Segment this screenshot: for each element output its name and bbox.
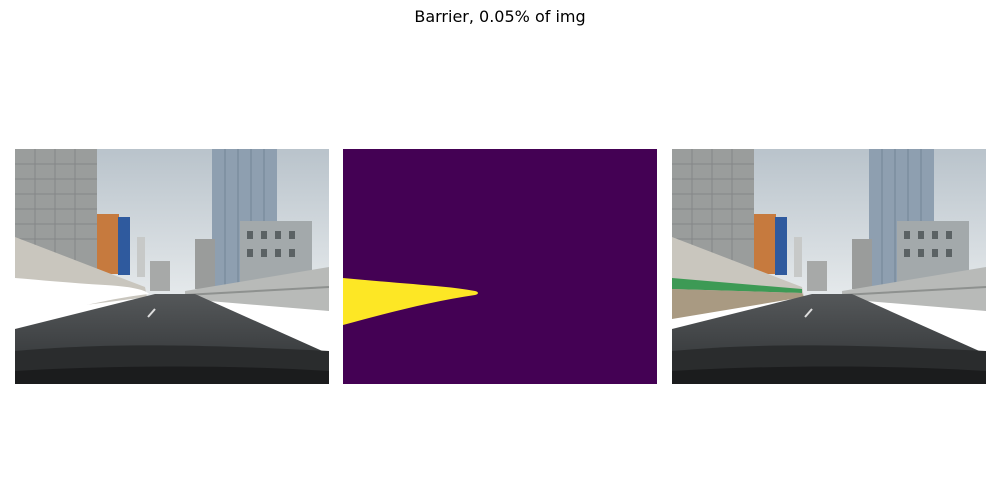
mask-background (343, 149, 657, 384)
blue-building (118, 217, 130, 275)
original-road-image (672, 149, 986, 384)
segmentation-mask-svg (343, 149, 657, 384)
right-barrier (842, 267, 986, 311)
barrier-lower-wall (672, 289, 804, 319)
figure-title: Barrier, 0.05% of img (414, 7, 586, 26)
mask-foreground (343, 278, 478, 325)
masked-road-image (15, 149, 329, 384)
barrier-green-stripe (672, 278, 802, 293)
masked-road-image-svg (15, 149, 329, 384)
original-road-image-svg (672, 149, 986, 384)
right-barrier (185, 267, 329, 311)
segmentation-mask (343, 149, 657, 384)
masked-region (15, 278, 149, 325)
orange-building (97, 214, 119, 274)
blue-building (775, 217, 787, 275)
orange-building (754, 214, 776, 274)
